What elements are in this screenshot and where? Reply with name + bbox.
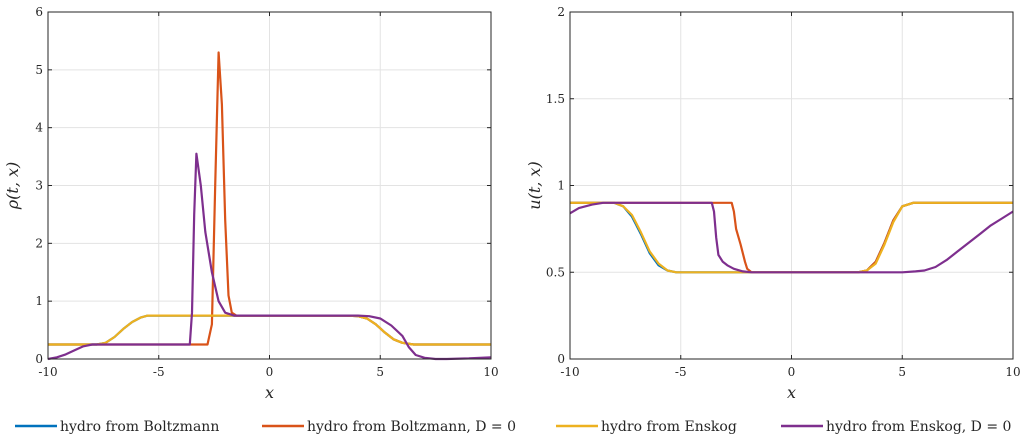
x-tick-label: 10 — [1005, 365, 1020, 379]
x-tick-label: -5 — [153, 365, 165, 379]
x-tick-label: -10 — [38, 365, 57, 379]
legend-label-1: hydro from Boltzmann, D = 0 — [307, 419, 516, 435]
x-tick-label: -10 — [560, 365, 579, 379]
x-tick-label: 0 — [266, 365, 274, 379]
y-tick-label: 6 — [35, 5, 43, 19]
y-tick-label: 2 — [35, 236, 43, 250]
x-tick-label: 10 — [483, 365, 498, 379]
y-axis-label: ρ(t, x) — [3, 162, 22, 211]
legend-label-0: hydro from Boltzmann — [60, 419, 219, 435]
y-tick-label: 0 — [557, 352, 565, 366]
y-tick-label: 1.5 — [546, 92, 565, 106]
x-tick-label: -5 — [675, 365, 687, 379]
x-axis-label: x — [787, 383, 796, 402]
y-tick-label: 1 — [557, 179, 565, 193]
legend: hydro from Boltzmann hydro from Boltzmann… — [15, 419, 1011, 435]
velocity-chart: -10 -5 0 5 10 0 0.5 1 1.5 2 x u(t, x) — [525, 5, 1021, 402]
x-tick-label: 0 — [788, 365, 796, 379]
legend-label-3: hydro from Enskog, D = 0 — [826, 419, 1011, 435]
y-tick-label: 0.5 — [546, 265, 565, 279]
x-axis-label: x — [265, 383, 274, 402]
y-tick-label: 5 — [35, 63, 43, 77]
y-tick-label: 1 — [35, 294, 43, 308]
density-chart: -10 -5 0 5 10 0 1 2 3 4 5 6 x ρ(t, x) — [3, 5, 499, 402]
y-tick-label: 2 — [557, 5, 565, 19]
y-tick-label: 4 — [35, 121, 43, 135]
y-tick-label: 0 — [35, 352, 43, 366]
y-tick-label: 3 — [35, 179, 43, 193]
x-tick-label: 5 — [376, 365, 384, 379]
legend-label-2: hydro from Enskog — [601, 419, 737, 435]
x-tick-label: 5 — [898, 365, 906, 379]
y-axis-label: u(t, x) — [525, 161, 544, 209]
